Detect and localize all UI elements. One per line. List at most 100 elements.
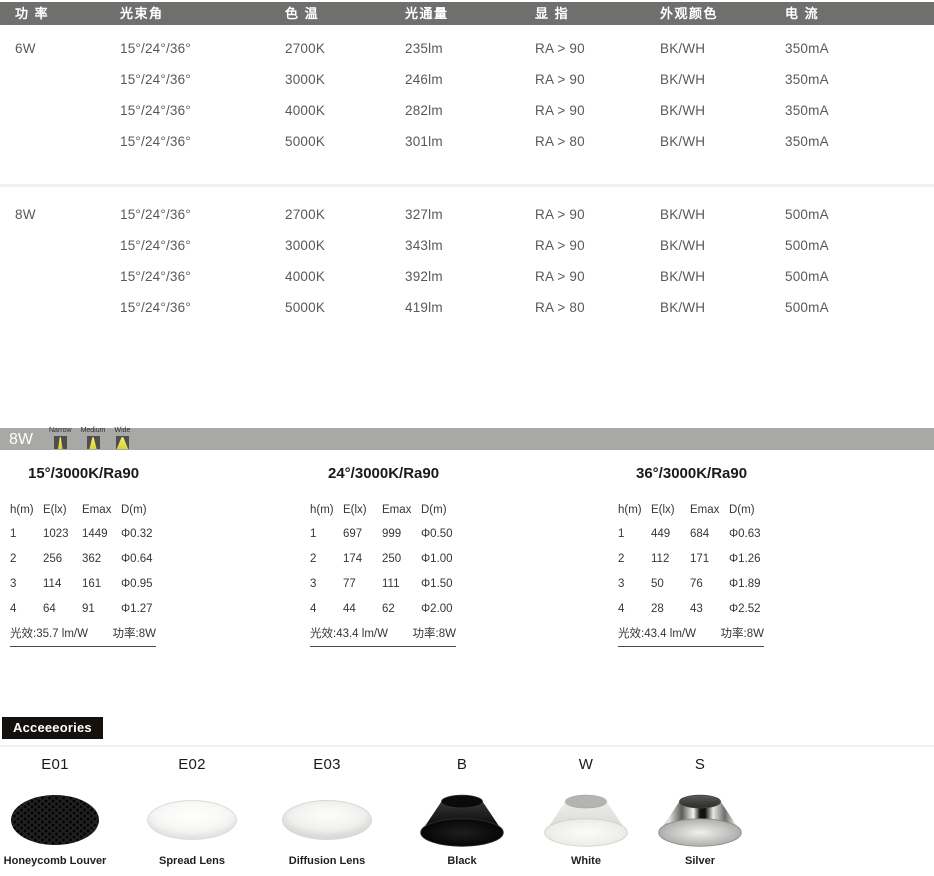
medium-beam-icon: Medium bbox=[81, 427, 105, 450]
silver-reflector-image bbox=[658, 794, 742, 847]
accessory-name: Honeycomb Louver bbox=[3, 855, 107, 867]
beam-angle-value: 15°/24°/36° bbox=[120, 207, 191, 222]
col-header-d: D(m) bbox=[121, 504, 147, 516]
photometric-section-bar: 8W Narrow Medium Wide bbox=[0, 427, 934, 450]
cri-value: RA > 90 bbox=[535, 207, 585, 222]
power-label: 8W bbox=[15, 207, 36, 222]
accessory-code: B bbox=[456, 756, 468, 773]
finish-value: BK/WH bbox=[660, 238, 706, 253]
table-row: 6W 15°/24°/36° 2700K 235lm RA > 90 BK/WH… bbox=[0, 33, 934, 64]
col-header-emax: Emax bbox=[382, 504, 412, 516]
current-value: 350mA bbox=[785, 72, 829, 87]
beam-angle-value: 15°/24°/36° bbox=[120, 134, 191, 149]
table-row: 15°/24°/36° 4000K 392lm RA > 90 BK/WH 50… bbox=[0, 261, 934, 292]
col-header-emax: Emax bbox=[690, 504, 720, 516]
photometric-table-title: 15°/3000K/Ra90 bbox=[28, 465, 140, 482]
accessory-name: Spread Lens bbox=[158, 855, 226, 867]
current-value: 500mA bbox=[785, 300, 829, 315]
spec-header-finish: 外观颜色 bbox=[660, 6, 719, 21]
cct-value: 3000K bbox=[285, 238, 326, 253]
beam-angle-value: 15°/24°/36° bbox=[120, 41, 191, 56]
cct-value: 2700K bbox=[285, 207, 326, 222]
flux-value: 282lm bbox=[405, 103, 443, 118]
current-value: 350mA bbox=[785, 134, 829, 149]
cct-value: 5000K bbox=[285, 134, 326, 149]
col-header-emax: Emax bbox=[82, 504, 112, 516]
spec-header-cct: 色 温 bbox=[285, 6, 320, 21]
finish-value: BK/WH bbox=[660, 269, 706, 284]
finish-value: BK/WH bbox=[660, 300, 706, 315]
accessory-spread-lens: E02 Spread Lens bbox=[126, 756, 258, 867]
efficacy-value: 光效:35.7 lm/W bbox=[10, 628, 88, 640]
accessories-section-label: Acceeeories bbox=[2, 717, 103, 739]
beam-angle-value: 15°/24°/36° bbox=[120, 300, 191, 315]
table-row: 8W 15°/24°/36° 2700K 327lm RA > 90 BK/WH… bbox=[0, 199, 934, 230]
photometric-table-24deg: 24°/3000K/Ra90 h(m) E(lx) Emax D(m) 1 69… bbox=[310, 465, 470, 647]
accessory-code: E01 bbox=[41, 756, 69, 773]
spec-header-cri: 显 指 bbox=[535, 6, 570, 21]
table-footer: 光效:43.4 lm/W 功率:8W bbox=[618, 625, 764, 647]
accessory-code: E02 bbox=[178, 756, 206, 773]
flux-value: 343lm bbox=[405, 238, 443, 253]
accessory-diffusion-lens: E03 Diffusion Lens bbox=[261, 756, 393, 867]
current-value: 500mA bbox=[785, 269, 829, 284]
photometric-table-36deg: 36°/3000K/Ra90 h(m) E(lx) Emax D(m) 1 44… bbox=[618, 465, 778, 647]
current-value: 500mA bbox=[785, 207, 829, 222]
spec-header-beam-angle: 光束角 bbox=[120, 6, 164, 21]
table-footer: 光效:43.4 lm/W 功率:8W bbox=[310, 625, 456, 647]
diffusion-lens-image bbox=[282, 800, 372, 840]
current-value: 500mA bbox=[785, 238, 829, 253]
flux-value: 327lm bbox=[405, 207, 443, 222]
cct-value: 4000K bbox=[285, 269, 326, 284]
white-reflector-image bbox=[544, 794, 628, 847]
flux-value: 235lm bbox=[405, 41, 443, 56]
section-divider bbox=[0, 184, 934, 187]
accessory-name: Black bbox=[447, 855, 477, 867]
accessory-silver-reflector: S Silve bbox=[634, 756, 766, 867]
spec-header-power: 功 率 bbox=[15, 6, 50, 21]
spec-table-header: 功 率 光束角 色 温 光通量 显 指 外观颜色 电 流 bbox=[0, 2, 934, 25]
power-label: 6W bbox=[15, 41, 36, 56]
beam-angle-value: 15°/24°/36° bbox=[120, 269, 191, 284]
beam-angle-value: 15°/24°/36° bbox=[120, 72, 191, 87]
cri-value: RA > 80 bbox=[535, 134, 585, 149]
current-value: 350mA bbox=[785, 103, 829, 118]
table-footer: 光效:35.7 lm/W 功率:8W bbox=[10, 625, 156, 647]
power-value: 功率:8W bbox=[412, 628, 456, 640]
efficacy-value: 光效:43.4 lm/W bbox=[618, 628, 696, 640]
accessory-honeycomb-louver: E01 Honeycomb Louver bbox=[0, 756, 121, 867]
col-header-e: E(lx) bbox=[43, 504, 67, 516]
finish-value: BK/WH bbox=[660, 103, 706, 118]
beam-label-narrow: Narrow bbox=[49, 427, 72, 434]
spread-lens-image bbox=[147, 800, 237, 840]
efficacy-value: 光效:43.4 lm/W bbox=[310, 628, 388, 640]
table-row: 15°/24°/36° 3000K 246lm RA > 90 BK/WH 35… bbox=[0, 64, 934, 95]
photometric-table-title: 36°/3000K/Ra90 bbox=[636, 465, 748, 482]
col-header-e: E(lx) bbox=[651, 504, 675, 516]
black-reflector-image bbox=[420, 794, 504, 847]
cct-value: 3000K bbox=[285, 72, 326, 87]
wide-beam-icon: Wide bbox=[114, 427, 130, 450]
narrow-beam-icon: Narrow bbox=[49, 427, 72, 450]
cct-value: 5000K bbox=[285, 300, 326, 315]
flux-value: 301lm bbox=[405, 134, 443, 149]
table-row: 15°/24°/36° 3000K 343lm RA > 90 BK/WH 50… bbox=[0, 230, 934, 261]
cri-value: RA > 90 bbox=[535, 41, 585, 56]
cri-value: RA > 90 bbox=[535, 269, 585, 284]
col-header-h: h(m) bbox=[310, 504, 334, 516]
cct-value: 4000K bbox=[285, 103, 326, 118]
cri-value: RA > 90 bbox=[535, 72, 585, 87]
photometric-table-15deg: 15°/3000K/Ra90 h(m) E(lx) Emax D(m) 1 10… bbox=[10, 465, 170, 647]
col-header-h: h(m) bbox=[10, 504, 34, 516]
table-row: 15°/24°/36° 5000K 301lm RA > 80 BK/WH 35… bbox=[0, 126, 934, 157]
accessory-name: White bbox=[571, 855, 601, 867]
accessory-code: W bbox=[578, 756, 594, 773]
finish-value: BK/WH bbox=[660, 134, 706, 149]
accessory-code: S bbox=[694, 756, 706, 773]
cct-value: 2700K bbox=[285, 41, 326, 56]
beam-label-wide: Wide bbox=[114, 427, 131, 434]
finish-value: BK/WH bbox=[660, 41, 706, 56]
flux-value: 246lm bbox=[405, 72, 443, 87]
flux-value: 392lm bbox=[405, 269, 443, 284]
flux-value: 419lm bbox=[405, 300, 443, 315]
